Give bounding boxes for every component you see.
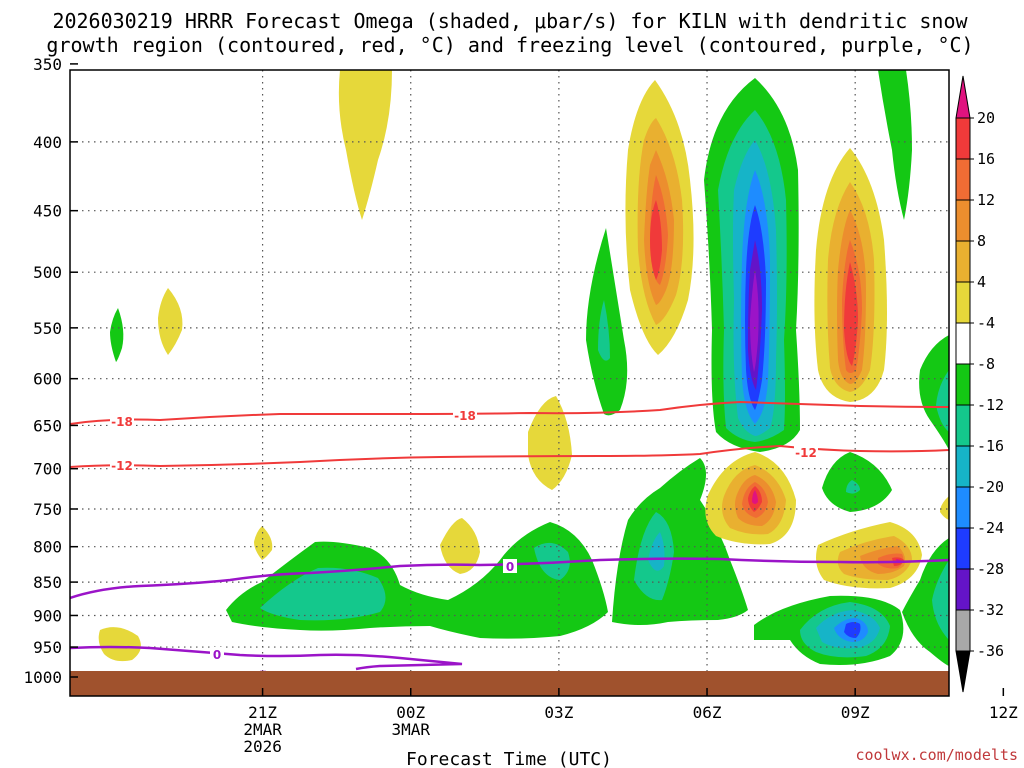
colorbar-label-2: 12	[977, 191, 995, 209]
x-tick-label-0-0: 21Z	[248, 703, 277, 722]
omega-yellow-upper-00z	[338, 70, 392, 220]
colorbar-swatch-4	[955, 281, 971, 324]
colorbar-swatch-6	[955, 363, 971, 406]
x-tick-label-3-0: 06Z	[693, 703, 722, 722]
omega-red-tall-11z	[844, 262, 858, 366]
colorbar-label-5: -4	[977, 314, 995, 332]
omega-yellow-700-small	[254, 526, 273, 560]
colorbar-label-7: -12	[977, 396, 1004, 414]
colorbar-swatch-7	[955, 404, 971, 447]
omega-cyan-tall-06z	[598, 300, 610, 361]
dotted-grid	[70, 70, 949, 696]
chart-title-line-2: growth region (contoured, red, °C) and f…	[46, 33, 973, 57]
y-tick-label-350: 350	[33, 55, 62, 74]
colorbar-label-9: -20	[977, 478, 1004, 496]
omega-green-right-800	[902, 538, 949, 666]
y-tick-label-650: 650	[33, 416, 62, 435]
x-tick-label-0-1: 2MAR	[243, 720, 282, 739]
plot-area: -18 -18 -12 -12 0 0	[70, 70, 949, 696]
omega-pink-620-09z	[752, 490, 758, 504]
omega-teal-610-11z	[846, 480, 860, 494]
omega-cyan-right-500	[936, 370, 949, 432]
omega-violet-core-09z	[750, 270, 759, 372]
colorbar-swatch-13	[955, 609, 971, 652]
colorbar-swatch-10	[955, 527, 971, 570]
omega-teal-right-800	[932, 560, 949, 640]
x-tick-label-5-0: 12Z	[989, 703, 1018, 722]
colorbar-swatch-1	[955, 158, 971, 201]
colorbar-label-8: -16	[977, 437, 1004, 455]
omega-yellow-400-21z	[158, 288, 183, 355]
credit-text: coolwx.com/modelts	[855, 746, 1018, 764]
y-axis: 2503003504004505005506006507007508008509…	[23, 55, 78, 687]
omega-yellow-720-03z	[440, 518, 480, 574]
colorbar-bottom-triangle	[955, 650, 971, 693]
colorbar-label-0: 20	[977, 109, 995, 127]
plot-frame	[69, 69, 950, 697]
dgz-contour-minus18	[70, 400, 949, 425]
y-tick-label-800: 800	[33, 538, 62, 557]
y-tick-label-600: 600	[33, 370, 62, 389]
x-tick-label-1-1: 3MAR	[391, 720, 430, 739]
colorbar: 20 16 12 8 4 -4 -8 -12 -16 -20 -24 -28 -32 -36	[955, 75, 1004, 693]
chart-title-line-1: 2026030219 HRRR Forecast Omega (shaded, …	[52, 9, 968, 33]
x-tick-label-1-0: 00Z	[396, 703, 425, 722]
colorbar-swatch-0	[955, 117, 971, 160]
omega-shading	[98, 70, 949, 666]
dgz-label-minus18-left: -18	[111, 415, 133, 429]
y-tick-label-850: 850	[33, 573, 62, 592]
colorbar-label-1: 16	[977, 150, 995, 168]
omega-cyan-lower-band	[260, 542, 570, 621]
freezing-contour-upper	[70, 557, 949, 600]
colorbar-label-3: 8	[977, 232, 986, 250]
freezing-contour-lower	[70, 645, 463, 671]
y-tick-label-400: 400	[33, 133, 62, 152]
omega-blue-lower-06z-09z	[648, 532, 665, 571]
colorbar-top-triangle	[955, 75, 971, 119]
omega-red-tall-07z	[650, 200, 662, 280]
colorbar-label-4: 4	[977, 273, 986, 291]
colorbar-swatch-5	[955, 322, 971, 365]
y-tick-label-700: 700	[33, 460, 62, 479]
contour-labels: -18 -18 -12 -12 0 0	[110, 408, 818, 662]
x-axis-label: Forecast Time (UTC)	[406, 749, 612, 768]
dgz-label-minus18-mid: -18	[454, 409, 476, 423]
y-tick-label-1000: 1000	[23, 668, 62, 687]
y-tick-label-750: 750	[33, 500, 62, 519]
colorbar-swatch-2	[955, 199, 971, 242]
ground-surface	[70, 671, 949, 696]
y-tick-label-900: 900	[33, 606, 62, 625]
omega-green-upper-12z	[878, 70, 912, 220]
omega-dblue-880-11z	[844, 622, 861, 638]
freezing-label-upper: 0	[506, 560, 514, 574]
omega-yellow-right-680	[940, 496, 949, 520]
omega-green-410-left	[110, 308, 124, 362]
omega-yellow-550-04z	[528, 396, 572, 490]
y-tick-label-950: 950	[33, 638, 62, 657]
colorbar-label-13: -36	[977, 642, 1004, 660]
colorbar-label-10: -24	[977, 519, 1004, 537]
colorbar-label-11: -28	[977, 560, 1004, 578]
colorbar-swatch-9	[955, 486, 971, 529]
dgz-contour-minus12	[70, 444, 949, 468]
y-tick-label-500: 500	[33, 263, 62, 282]
y-tick-label-550: 550	[33, 319, 62, 338]
colorbar-swatch-3	[955, 240, 971, 283]
x-tick-label-0-2: 2026	[243, 737, 282, 756]
freezing-label-lower: 0	[213, 648, 221, 662]
colorbar-label-6: -8	[977, 355, 995, 373]
x-tick-label-4-0: 09Z	[841, 703, 870, 722]
x-tick-label-2-0: 03Z	[544, 703, 573, 722]
omega-yellow-920-left	[98, 627, 141, 662]
colorbar-swatch-8	[955, 445, 971, 488]
dgz-label-minus12-left: -12	[111, 459, 133, 473]
dgz-label-minus12-right: -12	[795, 446, 817, 460]
colorbar-label-12: -32	[977, 601, 1004, 619]
y-tick-label-450: 450	[33, 202, 62, 221]
omega-green-610-11z	[822, 452, 892, 512]
colorbar-swatch-11	[955, 568, 971, 611]
